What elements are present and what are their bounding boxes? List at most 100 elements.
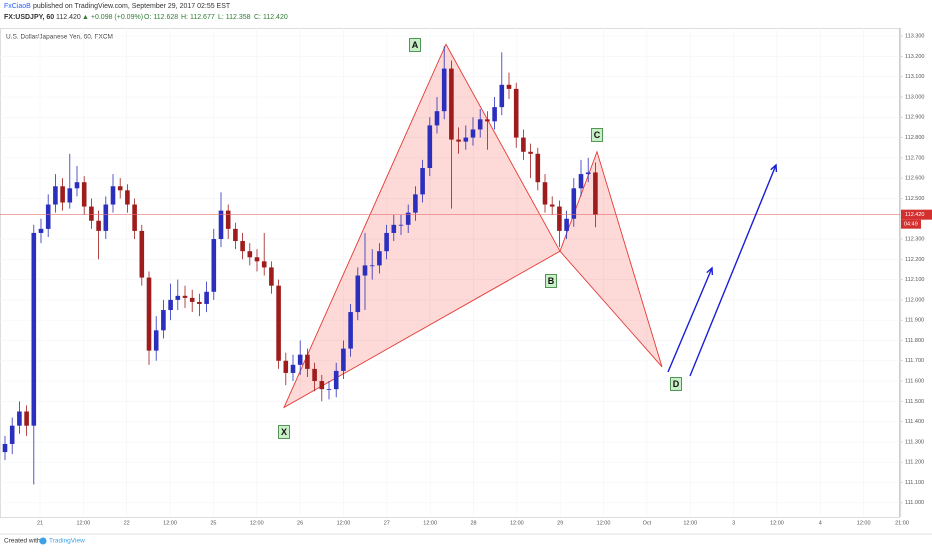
candle-body [333, 370, 339, 390]
candle-body [434, 111, 440, 126]
candle-body [470, 129, 476, 138]
y-tick-label: 111.000 [905, 500, 924, 506]
arrow-head [706, 266, 714, 276]
candle-body [125, 190, 130, 205]
candle-body [571, 188, 577, 219]
x-tick-label: 12:00 [770, 520, 784, 526]
candle-body [449, 68, 454, 140]
pattern-label: A [412, 40, 419, 50]
projection-arrow [667, 267, 713, 373]
candle-body [103, 204, 109, 231]
price-tag [901, 209, 932, 220]
candle-body [499, 84, 505, 108]
candle-body [578, 174, 584, 189]
price: 112.420 [56, 14, 81, 21]
pattern-label: D [673, 379, 680, 389]
y-tick-label: 112.100 [905, 277, 924, 283]
author[interactable]: FxCiaoB [4, 3, 31, 10]
candle-body [593, 172, 598, 215]
candle-body [9, 425, 15, 444]
candle-body [53, 186, 58, 205]
footer-created: Created with [4, 538, 41, 545]
candle-body [377, 251, 382, 266]
low: L: 112.358 [218, 14, 251, 21]
candle-body [197, 301, 202, 304]
candle-body [355, 275, 361, 313]
chart-title: U.S. Dollar/Japanese Yen, 60, FXCM [6, 34, 113, 41]
candle-body [175, 295, 181, 300]
candle-body [225, 210, 231, 229]
y-tick-label: 113.200 [905, 54, 924, 60]
candle-body [60, 186, 65, 203]
close: C: 112.420 [254, 14, 288, 21]
arrow-head [770, 163, 778, 173]
pattern-triangle [559, 150, 663, 368]
candle-body [38, 228, 44, 233]
footer-brand[interactable]: TradingView [49, 538, 85, 545]
candle-body [189, 297, 195, 302]
candle-body [319, 381, 325, 390]
candle-body [132, 204, 137, 231]
candle-body [254, 257, 260, 262]
y-tick-label: 112.800 [905, 135, 924, 141]
y-tick-label: 112.000 [905, 297, 924, 303]
candle-body [204, 291, 209, 304]
candle-body [182, 295, 188, 298]
candle-body [74, 182, 80, 189]
candle-body [297, 354, 303, 365]
pattern-label-box [278, 425, 290, 439]
candle-body [348, 312, 353, 349]
pattern-label-box [670, 377, 682, 391]
x-tick-label: 12:00 [683, 520, 697, 526]
candle-body [161, 310, 166, 331]
candle-body [528, 151, 533, 154]
logo [39, 537, 47, 545]
x-tick-label: 12:00 [76, 520, 90, 526]
x-tick-label: 27 [384, 520, 390, 526]
x-tick-label: 12:00 [423, 520, 437, 526]
published: published on TradingView.com, September … [33, 3, 231, 10]
x-tick-label: 26 [297, 520, 303, 526]
candle-body [506, 84, 512, 89]
candle-body [211, 239, 217, 292]
candle-body [312, 368, 317, 382]
pattern-label-box [409, 38, 421, 52]
y-tick-label: 113.000 [905, 94, 924, 100]
candle-body [89, 206, 94, 221]
candle-body [513, 88, 519, 138]
candle-body [233, 228, 238, 242]
candle-body [218, 210, 224, 240]
pattern-label-box [591, 128, 603, 142]
pattern-triangle [283, 43, 561, 409]
x-tick-label: 12:00 [597, 520, 611, 526]
candle-body [456, 139, 461, 142]
x-tick-label: 25 [210, 520, 216, 526]
candle-body [441, 68, 447, 112]
pattern-label-box [545, 274, 557, 288]
y-tick-label: 111.200 [905, 460, 924, 466]
candle-body [477, 119, 483, 130]
candle-body [269, 267, 274, 286]
candle-body [549, 204, 555, 207]
candle-body [17, 411, 22, 426]
candle-body [521, 137, 526, 152]
candle-body [405, 212, 411, 225]
y-tick-label: 112.300 [905, 236, 924, 242]
pattern-label: B [548, 276, 555, 286]
x-tick-label: 3 [732, 520, 735, 526]
countdown-label: 04:49 [904, 222, 918, 228]
candle-body [24, 411, 29, 426]
x-tick-label: 4 [819, 520, 822, 526]
candle-body [261, 261, 267, 268]
candle-body [247, 251, 253, 258]
change: ▲ +0.098 (+0.09%) [82, 14, 143, 21]
candle-body [542, 182, 548, 205]
candle-body [2, 443, 8, 453]
candle-body [391, 224, 397, 233]
high: H: 112.677 [181, 14, 215, 21]
y-tick-label: 113.100 [905, 74, 924, 80]
candle-body [362, 265, 368, 276]
candle-body [557, 206, 562, 231]
candle-body [67, 188, 73, 203]
